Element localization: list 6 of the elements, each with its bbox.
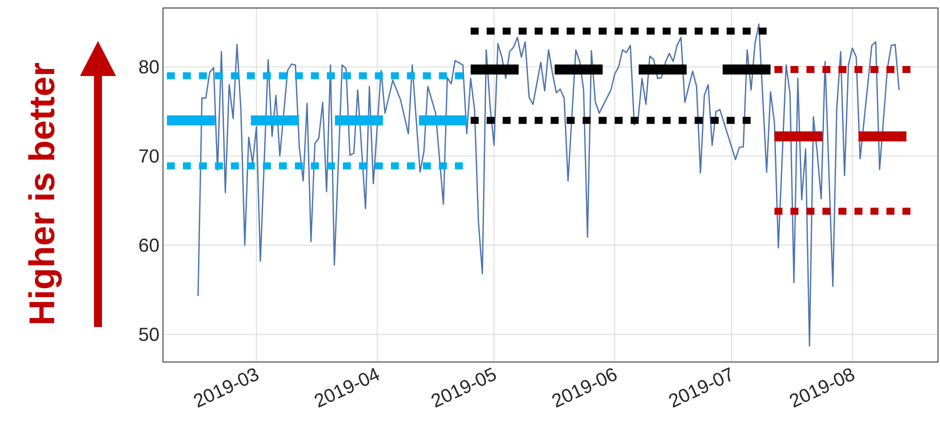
y-tick-label: 80 <box>139 60 159 74</box>
y-tick-label: 50 <box>139 328 159 342</box>
y-tick-label: 60 <box>139 238 159 252</box>
y-tick-label: 70 <box>139 149 159 163</box>
text: Higher is better <box>28 63 62 324</box>
line-series <box>197 23 900 347</box>
